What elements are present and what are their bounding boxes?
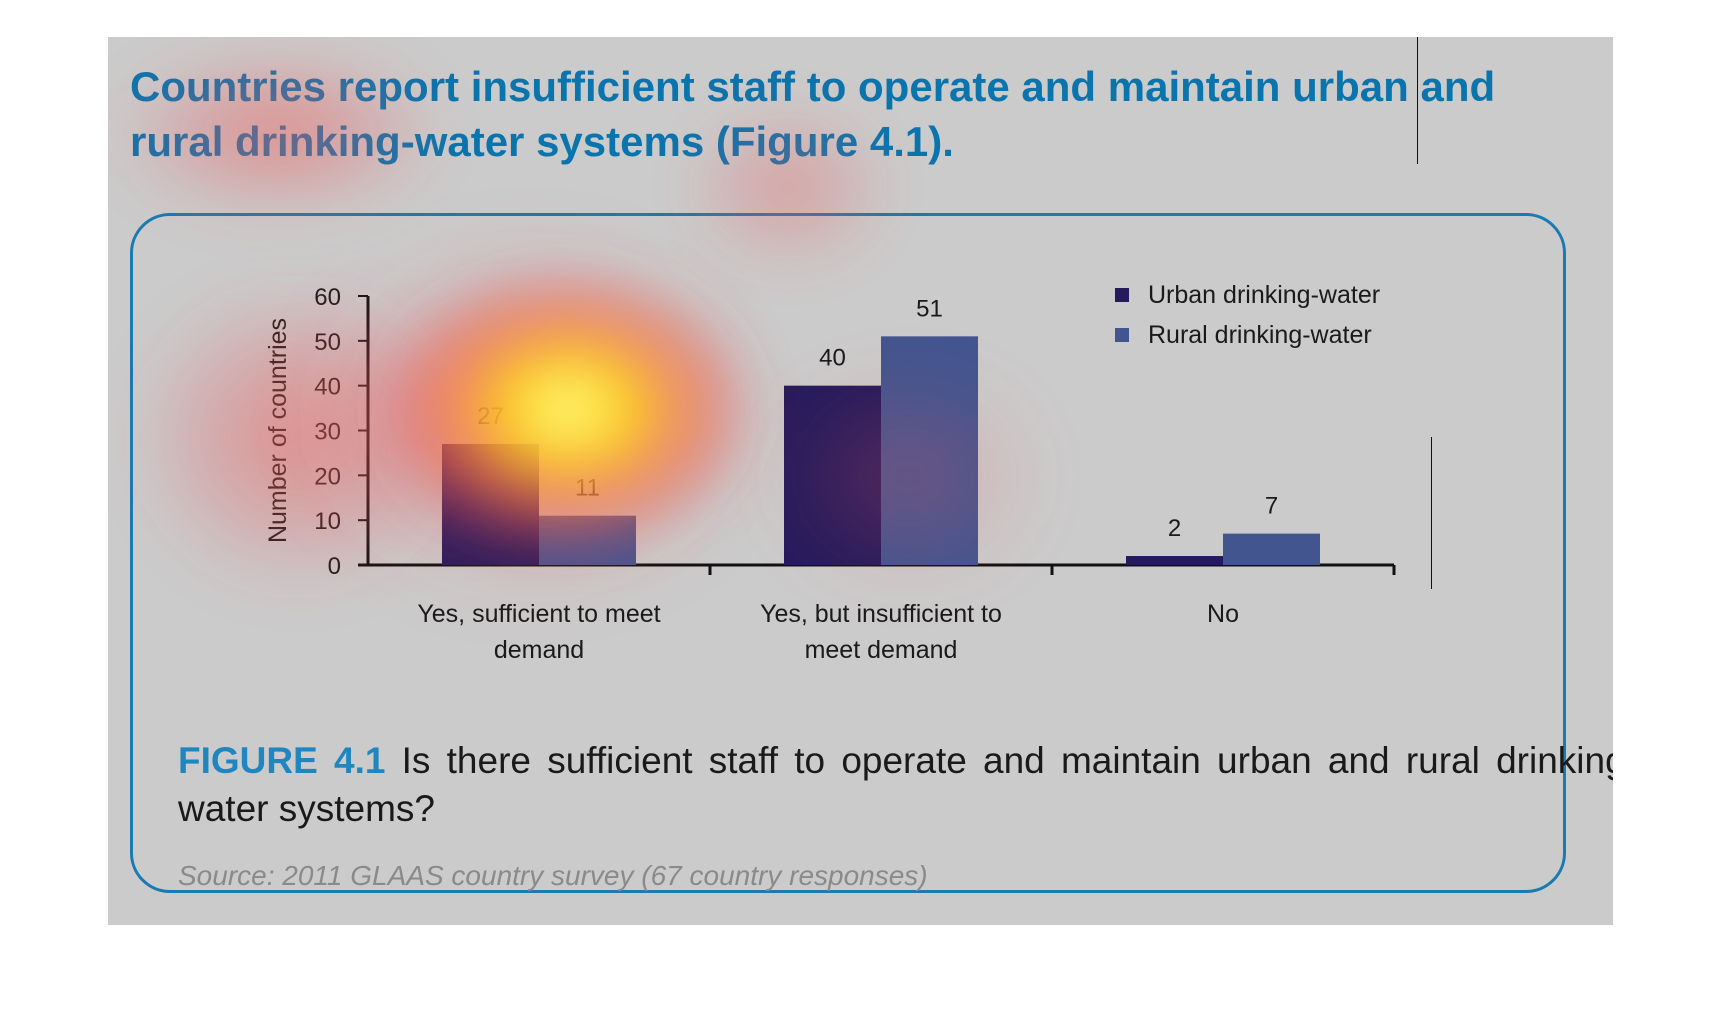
bar-rural [539,515,636,565]
figure-source: Source: 2011 GLAAS country survey (67 co… [178,860,928,891]
legend-swatch [1115,288,1129,302]
text-cursor-chart [1431,437,1432,589]
y-tick-label: 50 [314,329,341,356]
text-cursor-top [1417,37,1418,164]
legend-label: Rural drinking-water [1148,321,1372,349]
data-label: 51 [916,295,943,322]
y-tick-label: 60 [314,284,341,311]
data-label: 40 [819,345,846,372]
bar-urban [784,385,881,565]
y-tick-label: 40 [314,374,341,401]
y-tick-label: 30 [314,419,341,446]
legend-label: Urban drinking-water [1148,281,1380,309]
y-tick-label: 20 [314,463,341,490]
data-label: 7 [1265,493,1278,520]
figure-label: FIGURE 4.1 [178,740,386,781]
page-panel: Countries report insufficient staff to o… [108,37,1613,925]
y-axis-title: Number of countries [264,318,292,543]
y-tick-label: 10 [314,508,341,535]
data-label: 27 [477,403,504,430]
data-label: 11 [575,475,600,502]
y-tick-label: 0 [328,553,341,580]
bar-urban [442,443,539,565]
bar-rural [881,336,978,565]
x-category-label: Yes, but insufficient to meet demand [760,600,1002,664]
legend-swatch [1115,328,1129,342]
bar-rural [1223,533,1320,565]
figure-caption: FIGURE 4.1 Is there sufficient staff to … [178,737,1613,833]
figure-caption-text: Is there sufficient staff to operate and… [178,740,1613,829]
x-category-label: Yes, sufficient to meet demand [417,600,660,664]
x-category-label: No [1207,600,1239,628]
bar-urban [1126,556,1223,565]
data-label: 2 [1168,515,1181,542]
